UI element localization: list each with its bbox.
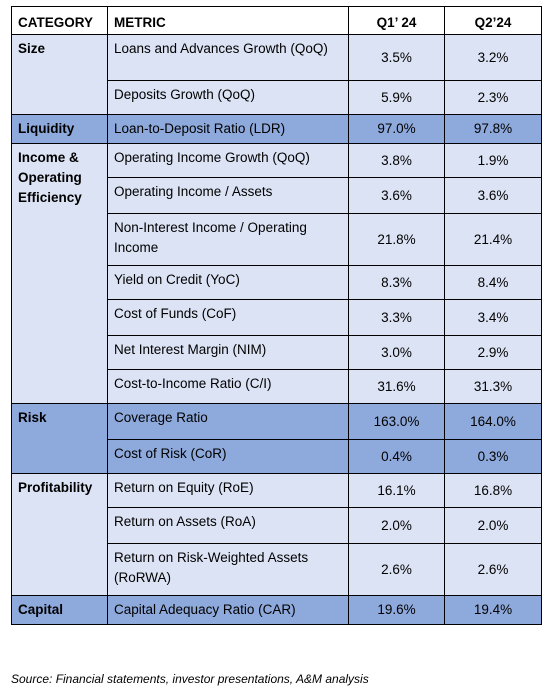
q1-value-cell: 31.6% bbox=[348, 369, 445, 404]
category-cell: Liquidity bbox=[11, 114, 108, 144]
metric-cell: Loan-to-Deposit Ratio (LDR) bbox=[107, 114, 349, 144]
table-row: Liquidity Loan-to-Deposit Ratio (LDR) 97.0… bbox=[11, 114, 542, 144]
table-row: Cost of Funds (CoF) 3.3% 3.4% bbox=[12, 299, 542, 336]
header-q2: Q2’24 bbox=[444, 6, 542, 35]
category-cell: Capital bbox=[11, 595, 108, 625]
table-row: Capital Capital Adequacy Ratio (CAR) 19.6%… bbox=[11, 595, 542, 625]
metric-cell: Deposits Growth (QoQ) bbox=[107, 80, 349, 115]
q2-value-cell: 2.0% bbox=[444, 507, 542, 544]
q2-value-cell: 21.4% bbox=[444, 213, 542, 266]
q2-value-cell: 2.9% bbox=[444, 335, 542, 370]
q1-value-cell: 21.8% bbox=[348, 213, 445, 266]
q1-value-cell: 2.0% bbox=[348, 507, 445, 544]
table-row: Income & Operating Efficiency Operating I… bbox=[11, 143, 542, 404]
table-row: Net Interest Margin (NIM) 3.0% 2.9% bbox=[12, 335, 542, 370]
q1-value-cell: 3.5% bbox=[348, 34, 445, 81]
q2-value-cell: 2.3% bbox=[444, 80, 542, 115]
source-note: Source: Financial statements, investor p… bbox=[11, 672, 369, 686]
table-row: Yield on Credit (YoC) 8.3% 8.4% bbox=[12, 265, 542, 300]
header-category: CATEGORY bbox=[11, 6, 108, 35]
metric-cell: Cost of Funds (CoF) bbox=[107, 299, 349, 336]
q2-value-cell: 19.4% bbox=[444, 595, 542, 625]
metric-cell: Cost of Risk (CoR) bbox=[107, 439, 349, 474]
q1-value-cell: 3.8% bbox=[348, 143, 445, 178]
q2-value-cell: 164.0% bbox=[444, 403, 542, 440]
header-metric: METRIC bbox=[107, 6, 349, 35]
q2-value-cell: 16.8% bbox=[444, 473, 542, 508]
category-cell: Profitability bbox=[11, 473, 108, 596]
table-row: Profitability Return on Equity (RoE) 16.1%… bbox=[11, 473, 542, 596]
category-cell: Income & Operating Efficiency bbox=[11, 143, 108, 404]
q1-value-cell: 3.0% bbox=[348, 335, 445, 370]
q1-value-cell: 3.3% bbox=[348, 299, 445, 336]
q2-value-cell: 3.6% bbox=[444, 177, 542, 214]
metrics-table-container: CATEGORY METRIC Q1’ 24 Q2’24 Size Loans a… bbox=[11, 6, 542, 625]
q2-value-cell: 0.3% bbox=[444, 439, 542, 474]
category-cell: Risk bbox=[11, 403, 108, 474]
metric-cell: Return on Assets (RoA) bbox=[107, 507, 349, 544]
q2-value-cell: 97.8% bbox=[444, 114, 542, 144]
q1-value-cell: 97.0% bbox=[348, 114, 445, 144]
table-row: Deposits Growth (QoQ) 5.9% 2.3% bbox=[12, 80, 542, 115]
metric-cell: Coverage Ratio bbox=[107, 403, 349, 440]
q2-value-cell: 3.4% bbox=[444, 299, 542, 336]
table-row: Operating Income / Assets 3.6% 3.6% bbox=[12, 177, 542, 214]
table-row: Cost-to-Income Ratio (C/I) 31.6% 31.3% bbox=[12, 369, 542, 404]
metric-cell: Net Interest Margin (NIM) bbox=[107, 335, 349, 370]
category-cell: Size bbox=[11, 34, 108, 115]
q1-value-cell: 0.4% bbox=[348, 439, 445, 474]
table-row: Return on Assets (RoA) 2.0% 2.0% bbox=[12, 507, 542, 544]
table-row: Size Loans and Advances Growth (QoQ) 3.5% 3… bbox=[11, 34, 542, 115]
q1-value-cell: 163.0% bbox=[348, 403, 445, 440]
table-row: Return on Risk-Weighted Assets (RoRWA) 2.… bbox=[12, 543, 542, 596]
q1-value-cell: 5.9% bbox=[348, 80, 445, 115]
metric-cell: Return on Equity (RoE) bbox=[107, 473, 349, 508]
metric-cell: Capital Adequacy Ratio (CAR) bbox=[107, 595, 349, 625]
q2-value-cell: 3.2% bbox=[444, 34, 542, 81]
metric-cell: Operating Income Growth (QoQ) bbox=[107, 143, 349, 178]
metric-cell: Return on Risk-Weighted Assets (RoRWA) bbox=[107, 543, 349, 596]
q2-value-cell: 8.4% bbox=[444, 265, 542, 300]
q1-value-cell: 2.6% bbox=[348, 543, 445, 596]
q2-value-cell: 31.3% bbox=[444, 369, 542, 404]
table-row: Non-Interest Income / Operating Income 21… bbox=[12, 213, 542, 266]
metric-cell: Cost-to-Income Ratio (C/I) bbox=[107, 369, 349, 404]
header-row: CATEGORY METRIC Q1’ 24 Q2’24 bbox=[11, 6, 542, 35]
q2-value-cell: 1.9% bbox=[444, 143, 542, 178]
table-row: Risk Coverage Ratio 163.0% 164.0% bbox=[11, 403, 542, 474]
metrics-table: CATEGORY METRIC Q1’ 24 Q2’24 Size Loans a… bbox=[11, 6, 542, 625]
metric-cell: Operating Income / Assets bbox=[107, 177, 349, 214]
metric-cell: Loans and Advances Growth (QoQ) bbox=[107, 34, 349, 81]
q1-value-cell: 3.6% bbox=[348, 177, 445, 214]
table-row: Cost of Risk (CoR) 0.4% 0.3% bbox=[12, 439, 542, 474]
metric-cell: Non-Interest Income / Operating Income bbox=[107, 213, 349, 266]
metrics-table-body: Size Loans and Advances Growth (QoQ) 3.5% 3… bbox=[11, 34, 542, 625]
q1-value-cell: 19.6% bbox=[348, 595, 445, 625]
q1-value-cell: 16.1% bbox=[348, 473, 445, 508]
metric-cell: Yield on Credit (YoC) bbox=[107, 265, 349, 300]
header-q1: Q1’ 24 bbox=[348, 6, 445, 35]
q1-value-cell: 8.3% bbox=[348, 265, 445, 300]
q2-value-cell: 2.6% bbox=[444, 543, 542, 596]
